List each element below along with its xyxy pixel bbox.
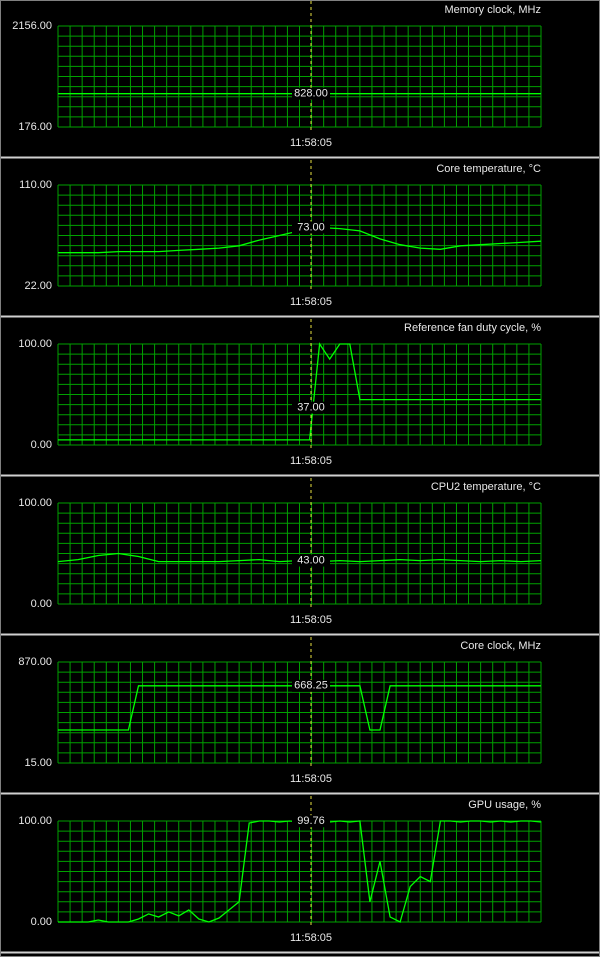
cursor-value-bg	[292, 815, 330, 828]
series-line	[58, 342, 541, 441]
cursor-value: 37.00	[297, 402, 325, 414]
y-tick-label: 176.00	[18, 121, 52, 133]
cursor-value-bg	[292, 221, 330, 234]
cursor-value: 99.76	[297, 815, 325, 827]
y-tick-label: 110.00	[19, 179, 52, 191]
chart-title: CPU2 temperature, °C	[431, 481, 541, 493]
chart-title: Memory clock, MHz	[444, 4, 541, 16]
cursor-value-bg	[292, 401, 330, 414]
cursor-value-bg	[292, 87, 330, 100]
cursor-value: 668.25	[294, 680, 328, 692]
cursor-time: 11:58:05	[290, 614, 332, 626]
chart-title: Core clock, MHz	[460, 640, 541, 652]
y-tick-label: 15.00	[24, 757, 52, 769]
y-tick-label: 0.00	[31, 439, 52, 451]
chart-title: GPU usage, %	[468, 799, 541, 811]
y-tick-label: 0.00	[31, 916, 52, 928]
y-tick-label: 870.00	[18, 656, 52, 668]
cursor-time: 11:58:05	[290, 932, 332, 944]
y-tick-label: 2156.00	[12, 20, 52, 32]
cursor-time: 11:58:05	[290, 296, 332, 308]
cursor-value: 828.00	[294, 88, 328, 100]
cursor-value-bg	[292, 679, 330, 692]
y-tick-label: 100.00	[18, 815, 52, 827]
y-tick-label: 100.00	[18, 497, 52, 509]
chart-title: Core temperature, °C	[436, 163, 541, 175]
y-tick-label: 0.00	[31, 598, 52, 610]
y-tick-label: 22.00	[24, 280, 52, 292]
cursor-time: 11:58:05	[290, 773, 332, 785]
chart-title: Reference fan duty cycle, %	[404, 322, 541, 334]
cursor-time: 11:58:05	[290, 137, 332, 149]
cursor-time: 11:58:05	[290, 455, 332, 467]
cursor-value: 43.00	[297, 554, 325, 566]
cursor-value: 73.00	[297, 221, 325, 233]
y-tick-label: 100.00	[18, 338, 52, 350]
cursor-value-bg	[292, 554, 330, 567]
